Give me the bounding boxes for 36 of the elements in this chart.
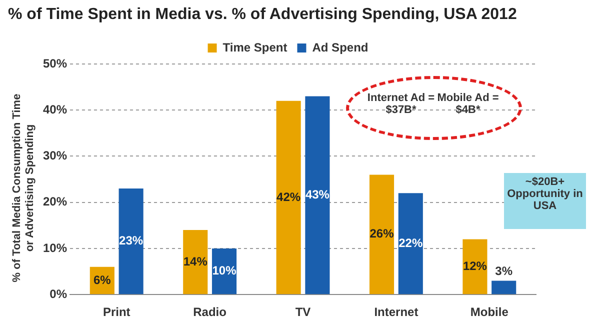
x-tick-label: TV	[295, 305, 311, 320]
data-label: 14%	[183, 254, 208, 268]
y-tick-label: 20%	[42, 194, 68, 209]
y-tick-label: 10%	[42, 240, 68, 255]
data-label: 22%	[398, 236, 423, 250]
y-axis-title: % of Total Media Consumption Time or Advertising Spending	[11, 92, 37, 284]
data-label: 42%	[276, 190, 301, 204]
legend-label: Ad Spend	[312, 40, 368, 54]
x-tick-label: Print	[102, 305, 130, 320]
data-label: 43%	[305, 188, 330, 202]
data-label: 3%	[495, 264, 513, 278]
bar	[183, 230, 208, 294]
y-tick-label: 30%	[42, 148, 68, 163]
legend-label: Time Spent	[222, 40, 288, 54]
annotation: ~$20B+ Opportunity in USA	[506, 176, 584, 212]
y-tick-label: 50%	[42, 56, 68, 70]
y-tick-label: 0%	[50, 286, 68, 301]
data-label: 26%	[370, 226, 394, 241]
x-tick-label: Internet	[374, 305, 418, 320]
x-tick-label: Radio	[193, 305, 226, 320]
bar	[398, 193, 423, 294]
chart-title: % of Time Spent in Media vs. % of Advertising Spending, USA 2012	[8, 6, 517, 24]
data-label: 6%	[94, 272, 112, 287]
bar	[276, 100, 301, 294]
bar	[369, 174, 394, 294]
y-tick-label: 40%	[42, 102, 68, 116]
bar	[118, 188, 144, 294]
data-label: 12%	[462, 258, 488, 273]
annotation: Mobile Ad = $4B*	[436, 92, 500, 116]
bar	[462, 239, 488, 294]
bar	[492, 280, 516, 294]
data-label: 10%	[212, 264, 237, 278]
bar	[305, 96, 330, 294]
data-label: 23%	[119, 234, 144, 248]
x-tick-label: Mobile	[470, 305, 509, 320]
annotation: Internet Ad = $37B*	[366, 92, 436, 116]
